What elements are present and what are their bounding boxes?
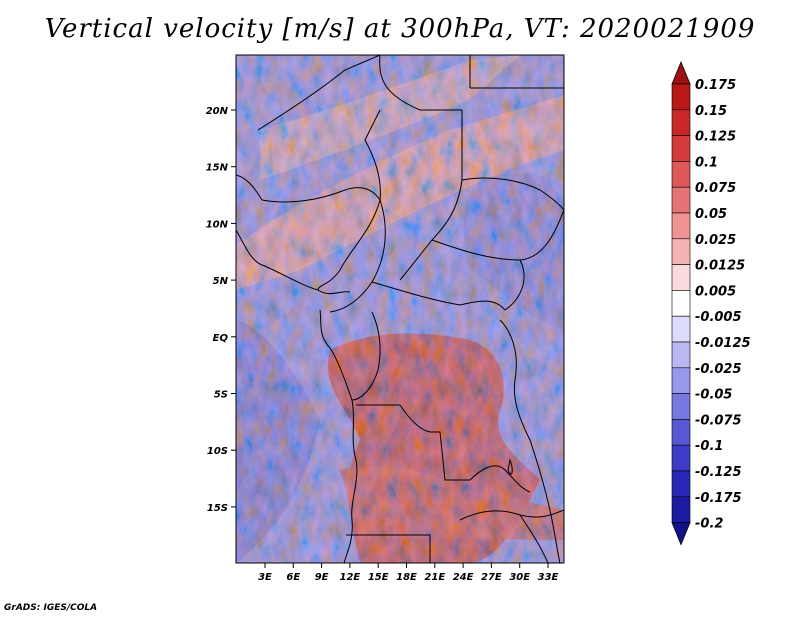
colorbar-label: 0.025 (695, 233, 736, 248)
colorbar-label: 0.0125 (695, 259, 745, 274)
lon-tick-label: 27E (481, 572, 502, 583)
lat-tick-label: 15S (207, 503, 228, 514)
colorbar-label: -0.175 (695, 491, 742, 506)
colorbar-swatch (671, 135, 691, 162)
colorbar-label: -0.025 (695, 362, 742, 377)
border-ethiopia (504, 259, 525, 311)
country-borders (236, 55, 564, 563)
lat-tick-label: 5N (213, 276, 229, 287)
colorbar-label: 0.125 (695, 130, 736, 145)
lake-outline (507, 458, 513, 475)
border-nigeria-cameroon (317, 199, 381, 291)
border-angola-namibia (346, 534, 431, 563)
lon-tick-label: 3E (258, 572, 272, 583)
colorbar-swatch (671, 315, 691, 343)
lat-tick-label: 10N (206, 219, 229, 230)
lon-tick-label: 21E (424, 572, 445, 583)
border-congo-drc (351, 311, 381, 401)
colorbar-label: -0.2 (695, 517, 723, 532)
colorbar-swatch (671, 264, 691, 291)
colorbar-swatch (671, 290, 691, 317)
lat-tick-label: 20N (206, 106, 229, 117)
lat-tick-label: 5S (214, 390, 228, 401)
grads-credit: GrADS: IGES/COLA (4, 603, 98, 613)
colorbar-label: -0.075 (695, 413, 742, 428)
lat-tick-label: 15N (206, 163, 229, 174)
colorbar-label: 0.15 (695, 104, 727, 119)
chart-title: Vertical velocity [m/s] at 300hPa, VT: 2… (44, 14, 756, 44)
lon-tick-label: 33E (538, 572, 559, 583)
lon-tick-label: 30E (509, 572, 530, 583)
lat-tick-label: EQ (213, 333, 229, 344)
border-mozambique (519, 514, 549, 563)
colorbar-label: -0.005 (695, 310, 742, 325)
colorbar-max-arrow (671, 60, 691, 85)
border-car-south (371, 281, 506, 311)
lon-tick-label: 6E (286, 572, 300, 583)
colorbar-label: -0.05 (695, 388, 732, 403)
colorbar-label: 0.005 (695, 284, 736, 299)
colorbar-swatch (671, 444, 691, 472)
colorbar-swatch (671, 470, 691, 498)
border-sudan-ethiopia (461, 177, 564, 211)
colorbar-min-arrow (671, 522, 691, 546)
coastline-central-africa (319, 309, 358, 563)
coastline-east-africa (499, 319, 561, 563)
colorbar-swatch (671, 393, 691, 420)
colorbar-swatch (671, 496, 691, 523)
border-niger (257, 55, 381, 131)
coastline-west-africa (236, 229, 351, 295)
map-frame (235, 54, 565, 564)
border-niger-chad (364, 109, 381, 201)
colorbar-label: 0.075 (695, 181, 736, 196)
colorbar: 0.175 0.15 0.125 0.1 0.075 0.05 0.025 0.0125 0.0… (671, 60, 751, 546)
lon-tick-label: 18E (396, 572, 417, 583)
map-plot-area (236, 55, 564, 563)
longitude-axis: 3E 6E 9E 12E 15E 18E 21E 24E 27E 30E 33E (258, 563, 559, 583)
lon-tick-label: 24E (453, 572, 474, 583)
latitude-axis: 20N 15N 10N 5N EQ 5S 10S 15S (206, 106, 236, 514)
colorbar-label: -0.1 (695, 439, 723, 454)
lat-tick-label: 10S (207, 446, 228, 457)
colorbar-swatch (671, 341, 691, 369)
border-libya-chad (379, 55, 462, 111)
colorbar-swatch (671, 238, 691, 265)
lon-tick-label: 9E (315, 572, 329, 583)
colorbar-swatch (671, 212, 691, 240)
lon-tick-label: 15E (368, 572, 389, 583)
border-mali-niger (236, 174, 263, 201)
colorbar-swatch (671, 186, 691, 214)
border-niger-nigeria (261, 187, 381, 203)
colorbar-swatch (671, 419, 691, 446)
colorbar-label: -0.125 (695, 465, 742, 480)
colorbar-label: -0.0125 (695, 336, 751, 351)
colorbar-swatch (671, 161, 691, 188)
border-drc-zambia (469, 465, 531, 493)
colorbar-label: 0.05 (695, 207, 727, 222)
colorbar-label: 0.1 (695, 155, 718, 170)
colorbar-swatch (671, 109, 691, 136)
colorbar-label: 0.175 (695, 78, 736, 93)
border-south-sudan (431, 209, 564, 261)
lon-tick-label: 12E (340, 572, 361, 583)
colorbar-swatch (671, 367, 691, 394)
velocity-field-texture (236, 55, 564, 563)
border-drc-angola (356, 404, 470, 481)
colorbar-swatch (671, 83, 691, 111)
